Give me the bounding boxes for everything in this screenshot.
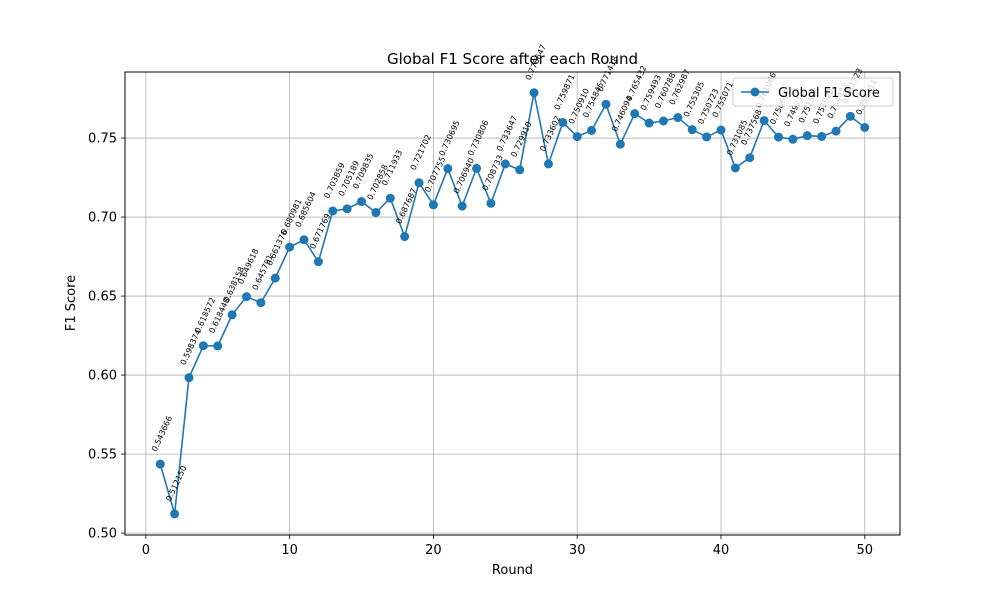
data-point — [170, 509, 180, 519]
x-axis-label: Round — [492, 563, 533, 578]
data-point — [313, 257, 323, 267]
data-point — [831, 126, 841, 136]
data-point — [443, 164, 453, 174]
data-point — [687, 125, 697, 135]
data-point — [342, 204, 352, 214]
data-point — [845, 111, 855, 121]
data-point — [227, 310, 237, 320]
data-label: 0.543666 — [150, 415, 174, 453]
data-point — [241, 292, 251, 302]
data-point — [774, 132, 784, 142]
data-point — [328, 206, 338, 216]
x-tick-label: 50 — [856, 543, 873, 558]
data-point — [644, 118, 654, 128]
x-tick-label: 20 — [425, 543, 442, 558]
data-point — [558, 117, 568, 127]
legend-entry-label: Global F1 Score — [778, 86, 880, 101]
data-point — [543, 159, 553, 169]
series-markers — [155, 88, 870, 519]
data-point — [500, 159, 510, 169]
y-tick-label: 0.50 — [88, 527, 117, 542]
data-point — [759, 116, 769, 126]
chart-title: Global F1 Score after each Round — [387, 50, 638, 68]
legend-marker-swatch — [750, 87, 760, 97]
y-tick-label: 0.75 — [88, 132, 117, 147]
data-point — [658, 116, 668, 126]
x-tick-label: 0 — [142, 543, 150, 558]
data-label: 0.671769 — [308, 212, 332, 250]
data-point — [184, 373, 194, 383]
data-point — [817, 131, 827, 141]
data-label: 0.706940 — [452, 157, 476, 195]
y-tick-label: 0.60 — [88, 369, 117, 384]
data-point — [299, 235, 309, 245]
data-point — [385, 193, 395, 203]
grid — [125, 72, 900, 535]
data-point — [745, 153, 755, 163]
x-tick-label: 40 — [713, 543, 730, 558]
data-point — [357, 197, 367, 207]
data-point — [285, 242, 295, 252]
y-axis-ticks: 0.50 0.55 0.60 0.65 0.70 0.75 — [88, 132, 125, 542]
data-point — [515, 165, 525, 175]
data-point — [802, 131, 812, 141]
data-point — [702, 132, 712, 142]
y-axis-label: F1 Score — [64, 275, 79, 331]
data-point — [428, 200, 438, 210]
data-point — [198, 341, 208, 351]
data-point — [860, 122, 870, 132]
data-label: 0.707755 — [423, 155, 447, 193]
data-label: 0.721702 — [409, 133, 433, 171]
y-tick-label: 0.65 — [88, 290, 117, 305]
data-labels: 0.5436660.5121500.5983740.6185720.618448… — [150, 43, 879, 503]
x-axis-ticks: 0 10 20 30 40 50 — [142, 535, 873, 558]
data-point — [400, 232, 410, 242]
data-point — [414, 178, 424, 188]
data-point — [572, 132, 582, 142]
x-tick-label: 30 — [569, 543, 586, 558]
data-label: 0.759871 — [552, 73, 576, 111]
legend-box — [732, 77, 894, 107]
data-point — [472, 163, 482, 173]
x-tick-label: 10 — [281, 543, 298, 558]
legend: Global F1 Score — [732, 77, 894, 107]
data-point — [615, 139, 625, 149]
plot-frame — [124, 71, 901, 536]
data-point — [529, 88, 539, 98]
y-tick-label: 0.70 — [88, 211, 117, 226]
data-point — [155, 459, 165, 469]
data-point — [270, 273, 280, 283]
data-point — [587, 125, 597, 135]
data-point — [601, 99, 611, 109]
data-point — [673, 113, 683, 123]
data-point — [457, 201, 467, 211]
data-point — [486, 198, 496, 208]
data-point — [371, 208, 381, 218]
data-point — [256, 298, 266, 308]
data-label: 0.687687 — [394, 187, 418, 225]
data-point — [213, 341, 223, 351]
y-tick-label: 0.55 — [88, 448, 117, 463]
data-point — [730, 163, 740, 173]
data-point — [716, 125, 726, 135]
data-point — [788, 134, 798, 144]
data-point — [630, 109, 640, 119]
